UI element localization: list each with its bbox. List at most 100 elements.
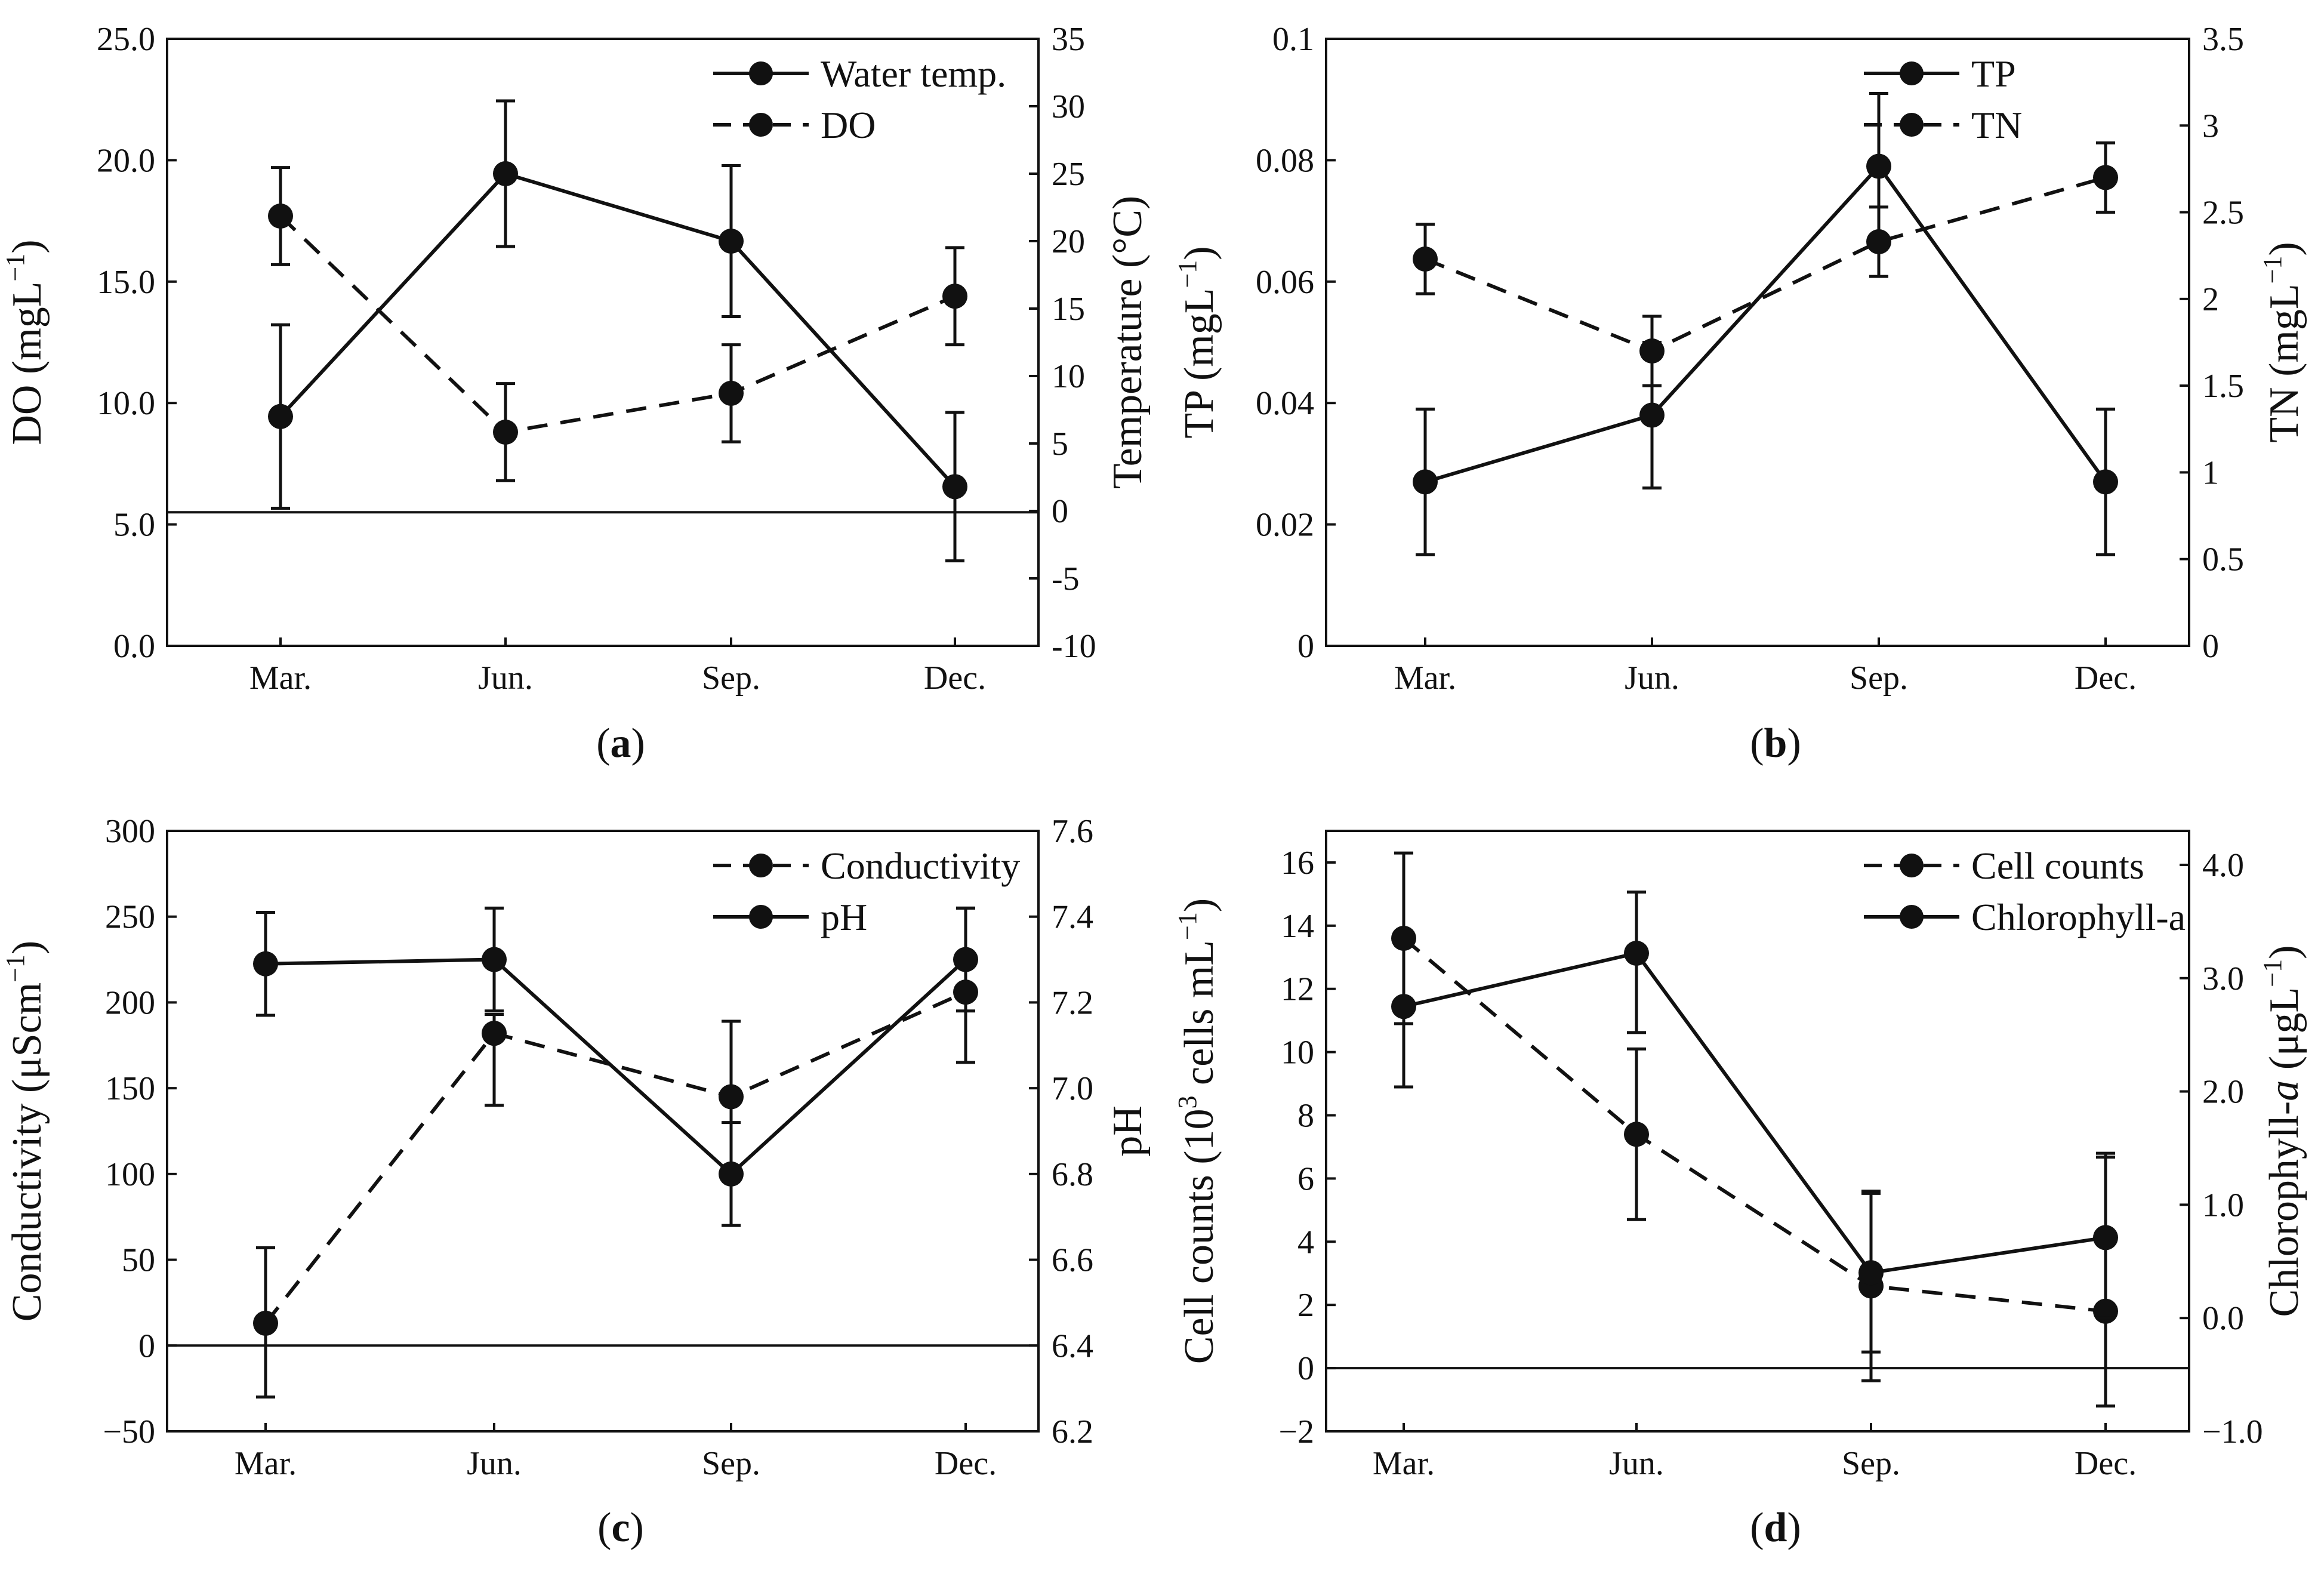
legend-item: TN — [1864, 104, 2022, 146]
left-tick-label: 300 — [105, 813, 155, 850]
data-point — [268, 203, 293, 229]
axis-title-part: Temperature (°C) — [1105, 196, 1151, 489]
right-tick-label: 2.5 — [2202, 195, 2244, 232]
plot-frame — [166, 830, 1040, 1433]
data-point — [942, 284, 967, 309]
left-tick-label: −50 — [103, 1413, 155, 1450]
caption-paren: ) — [631, 720, 645, 766]
data-point — [1639, 338, 1665, 364]
axis-title-part: ) — [1176, 246, 1222, 260]
legend-marker — [749, 61, 773, 85]
right-tick-label: 1.0 — [2202, 1187, 2244, 1224]
legend-marker — [1900, 905, 1924, 929]
caption-paren: ( — [1750, 720, 1764, 766]
x-tick-label: Sep. — [702, 660, 760, 697]
axis-title-part: 3 — [1173, 1095, 1202, 1108]
right-tick-label: 0.5 — [2202, 541, 2244, 578]
data-point — [1391, 994, 1416, 1019]
left-tick-label: 16 — [1281, 845, 1314, 882]
x-tick-label: Sep. — [1850, 660, 1908, 697]
left-tick-label: 6 — [1297, 1160, 1314, 1197]
right-tick-label: 7.6 — [1052, 813, 1093, 850]
right-tick-label: 6.6 — [1052, 1242, 1093, 1279]
x-tick-label: Jun. — [1609, 1445, 1664, 1482]
left-tick-label: 0.1 — [1272, 21, 1314, 58]
right-tick-label: 3.5 — [2202, 21, 2244, 58]
data-point — [2093, 469, 2118, 495]
left-tick-label: 0.02 — [1256, 507, 1314, 544]
series-line — [265, 957, 967, 1176]
panel-caption: (d) — [1750, 1505, 1801, 1551]
axis-title-part: ) — [1176, 898, 1222, 912]
right-tick-label: 7.4 — [1052, 899, 1093, 936]
right-tick-label: 35 — [1052, 21, 1085, 58]
right-tick-label: 1 — [2202, 454, 2219, 491]
left-tick-label: 12 — [1281, 971, 1314, 1008]
caption-paren: ( — [1750, 1505, 1764, 1551]
x-tick-label: Dec. — [2075, 660, 2137, 697]
caption-paren: ( — [597, 1505, 611, 1551]
series-line — [1403, 951, 2106, 1275]
right-tick-label: 30 — [1052, 88, 1085, 125]
right-tick-label: 20 — [1052, 223, 1085, 260]
panel-a: 0.0 5.0 10.0 15.0 20.0 25.0 -10 -5 0 5 10 15 20 25 30 3… — [1, 21, 1151, 766]
left-tick-label: 0 — [138, 1327, 155, 1364]
legend-label: Conductivity — [821, 845, 1020, 887]
left-tick-label: 10 — [1281, 1034, 1314, 1071]
right-tick-label: 25 — [1052, 156, 1085, 193]
legend-item: Water temp. — [713, 53, 1006, 95]
series-line — [1403, 937, 2106, 1313]
data-point — [953, 947, 978, 972]
data-point — [719, 1084, 744, 1110]
left-axis-title: TP (mgL−1) — [1173, 246, 1222, 438]
right-axis-title: Chlorophyll-a (μgL−1) — [2258, 945, 2307, 1317]
legend-label: Water temp. — [821, 53, 1006, 95]
legend-marker — [749, 854, 773, 877]
left-tick-label: 0 — [1297, 628, 1314, 665]
x-tick-label: Mar. — [1394, 660, 1456, 697]
left-tick-label: 14 — [1281, 908, 1314, 945]
legend-marker — [749, 905, 773, 929]
legend-label: Cell counts — [1971, 845, 2144, 887]
legend-item: Cell counts — [1864, 845, 2144, 887]
axis-title-part: ) — [2261, 945, 2307, 959]
left-tick-label: 150 — [105, 1070, 155, 1107]
right-axis-title: Temperature (°C) — [1105, 196, 1151, 489]
caption-letter: a — [611, 720, 631, 766]
axis-title-part: −1 — [2258, 256, 2287, 284]
panel-caption: (b) — [1750, 720, 1801, 766]
right-tick-label: 3.0 — [2202, 960, 2244, 997]
left-tick-label: −2 — [1278, 1413, 1314, 1450]
series-do — [268, 166, 967, 482]
data-point — [1858, 1260, 1884, 1286]
x-tick-label: Dec. — [935, 1445, 997, 1482]
left-tick-label: 10.0 — [97, 385, 155, 422]
left-tick-label: 8 — [1297, 1098, 1314, 1135]
panel-caption: (c) — [597, 1505, 644, 1551]
left-axis-title: DO (mgL−1) — [1, 239, 50, 445]
data-point — [268, 403, 293, 429]
left-axis-title: Cell counts (103 cells mL−1) — [1173, 898, 1222, 1364]
right-tick-label: 1.5 — [2202, 368, 2244, 405]
x-tick-label: Dec. — [2075, 1445, 2137, 1482]
left-tick-label: 0.0 — [113, 628, 155, 665]
data-point — [2093, 165, 2118, 190]
panel-caption: (a) — [596, 720, 645, 766]
panel-d: −2 0 2 4 6 8 10 12 14 16 −1.0 0.0 1.0 2.0 3.0 4.0 Mar. Ju… — [1173, 830, 2307, 1551]
legend-item: pH — [713, 896, 867, 938]
series-line — [1425, 163, 2107, 484]
left-tick-label: 5.0 — [113, 507, 155, 544]
data-point — [1624, 940, 1649, 966]
axis-title-part: DO (mgL — [4, 282, 50, 445]
axis-title-part: a — [2261, 1080, 2307, 1101]
legend-label: Chlorophyll-a — [1971, 896, 2186, 938]
right-tick-label: 2 — [2202, 281, 2219, 318]
series-tn — [1413, 141, 2118, 387]
data-point — [719, 380, 744, 406]
left-tick-label: 15.0 — [97, 264, 155, 301]
right-tick-label: −1.0 — [2202, 1413, 2263, 1450]
axis-title-part: TN (mgL — [2261, 284, 2307, 442]
left-tick-label: 25.0 — [97, 21, 155, 58]
left-tick-label: 0 — [1297, 1350, 1314, 1387]
x-tick-label: Jun. — [478, 660, 533, 697]
